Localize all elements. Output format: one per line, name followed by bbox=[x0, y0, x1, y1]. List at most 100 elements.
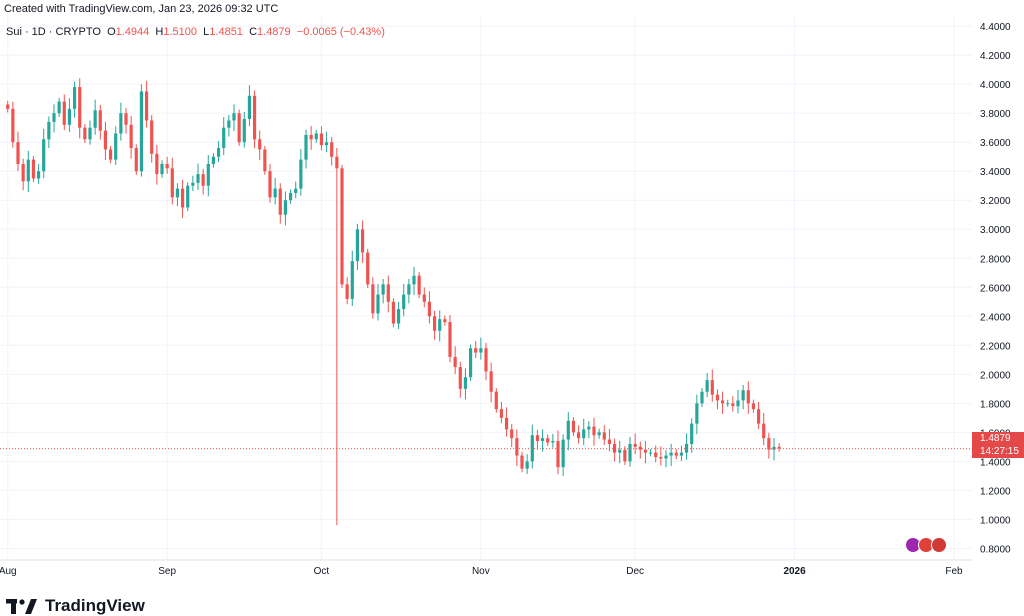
candle-body bbox=[736, 400, 740, 407]
candle-body bbox=[83, 127, 87, 140]
candle-body bbox=[623, 449, 627, 462]
candle-body bbox=[258, 139, 262, 150]
candle-body bbox=[88, 127, 92, 140]
candle-body bbox=[129, 124, 133, 149]
x-tick-label: Dec bbox=[626, 566, 644, 577]
candle-body bbox=[741, 390, 745, 401]
candle-body bbox=[556, 441, 560, 468]
y-tick-label: 3.2000 bbox=[980, 196, 1011, 207]
y-tick-label: 0.8000 bbox=[980, 544, 1011, 555]
open-label: O bbox=[107, 26, 116, 38]
candle-body bbox=[705, 380, 709, 392]
candle-body bbox=[777, 446, 781, 449]
candle-body bbox=[78, 87, 82, 128]
candle-body bbox=[360, 229, 365, 253]
candle-body bbox=[402, 294, 406, 310]
candle-body bbox=[659, 457, 663, 459]
candle-body bbox=[546, 438, 550, 443]
candle-body bbox=[216, 148, 221, 157]
candle-body bbox=[222, 127, 226, 149]
x-tick-label: Sep bbox=[158, 566, 176, 577]
candle-body bbox=[720, 400, 725, 404]
x-tick-label: Nov bbox=[472, 566, 490, 577]
candle-body bbox=[438, 319, 442, 331]
candle-body bbox=[299, 159, 303, 189]
candle-body bbox=[227, 120, 231, 128]
candle-body bbox=[309, 134, 313, 140]
created-with-header: Created with TradingView.com, Jan 23, 20… bbox=[4, 3, 279, 15]
candle-body bbox=[468, 348, 473, 378]
x-tick-label: Oct bbox=[314, 566, 330, 577]
candle-body bbox=[366, 252, 370, 285]
candle-body bbox=[684, 443, 689, 453]
candle-body bbox=[103, 130, 108, 150]
candle-body bbox=[355, 229, 360, 262]
bar-countdown-tag: 14:27:15 bbox=[972, 445, 1024, 458]
candle-body bbox=[170, 168, 174, 198]
y-tick-label: 2.0000 bbox=[980, 370, 1011, 381]
candle-body bbox=[648, 452, 653, 454]
low-value: 1.4851 bbox=[209, 26, 243, 38]
candle-body bbox=[463, 377, 468, 389]
y-tick-label: 2.6000 bbox=[980, 283, 1011, 294]
candle-body bbox=[602, 432, 606, 440]
candle-body bbox=[242, 118, 246, 143]
y-tick-label: 3.4000 bbox=[980, 167, 1011, 178]
candle-body bbox=[386, 284, 390, 302]
candle-body bbox=[710, 380, 714, 395]
candle-body bbox=[165, 163, 169, 169]
us-flag-event-icon-2[interactable] bbox=[931, 537, 947, 553]
candle-body bbox=[376, 294, 380, 314]
candle-body bbox=[237, 113, 241, 143]
candle-body bbox=[6, 104, 10, 109]
high-value: 1.5100 bbox=[163, 26, 198, 38]
candle-body bbox=[62, 101, 66, 125]
x-tick-label: Aug bbox=[0, 566, 17, 577]
candle-body bbox=[474, 348, 478, 353]
candle-body bbox=[669, 452, 673, 456]
candle-body bbox=[201, 174, 205, 186]
candle-body bbox=[407, 284, 411, 295]
candle-body bbox=[191, 182, 195, 186]
y-tick-label: 2.4000 bbox=[980, 312, 1011, 323]
y-tick-label: 3.6000 bbox=[980, 138, 1011, 149]
candle-body bbox=[93, 110, 97, 128]
candle-body bbox=[679, 452, 684, 456]
event-icons[interactable] bbox=[905, 537, 947, 553]
candle-body bbox=[664, 455, 668, 459]
candle-body bbox=[340, 168, 344, 285]
y-tick-label: 1.8000 bbox=[980, 399, 1011, 410]
candle-body bbox=[422, 294, 426, 302]
candle-body bbox=[612, 443, 617, 453]
candle-body bbox=[726, 403, 730, 405]
candle-body bbox=[746, 390, 750, 404]
candle-body bbox=[72, 87, 77, 109]
candle-body bbox=[715, 394, 720, 401]
candle-body bbox=[458, 367, 462, 389]
candle-body bbox=[479, 348, 483, 353]
candle-body bbox=[108, 149, 113, 160]
candle-body bbox=[175, 188, 180, 198]
candle-body bbox=[767, 438, 771, 450]
candle-body bbox=[288, 192, 293, 201]
candle-body bbox=[11, 108, 15, 143]
candle-body bbox=[504, 417, 509, 430]
candle-body bbox=[180, 188, 185, 208]
candle-body bbox=[618, 449, 622, 453]
candle-body bbox=[350, 261, 354, 299]
candle-body bbox=[155, 153, 159, 175]
candle-body bbox=[443, 319, 447, 323]
candle-body bbox=[196, 174, 200, 183]
y-tick-label: 1.0000 bbox=[980, 515, 1011, 526]
tradingview-wordmark: TradingView bbox=[45, 596, 145, 615]
candle-body bbox=[762, 423, 766, 439]
candle-body bbox=[21, 163, 25, 182]
candle-body bbox=[576, 432, 581, 439]
candle-body bbox=[597, 432, 601, 436]
candle-body bbox=[206, 163, 210, 186]
change-value: −0.0065 (−0.43%) bbox=[296, 26, 385, 38]
candle-body bbox=[278, 188, 282, 215]
candle-body bbox=[391, 301, 396, 324]
candle-body bbox=[247, 95, 252, 119]
